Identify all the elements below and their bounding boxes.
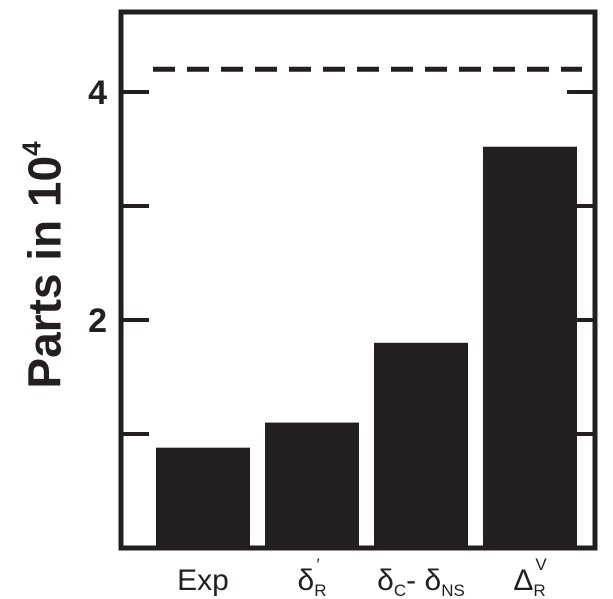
bar-2 bbox=[374, 342, 468, 548]
bar-3 bbox=[483, 146, 577, 548]
x-tick-labels: Exp δR′ δC- δNS ΔRV bbox=[177, 555, 547, 599]
x-tick-label-2: δC- δNS bbox=[377, 564, 465, 599]
y-tick-label-4: 4 bbox=[88, 74, 107, 112]
y-tick-label-2: 2 bbox=[88, 302, 107, 340]
bar-1 bbox=[265, 422, 359, 548]
x-tick-label-1: δR′ bbox=[298, 555, 327, 599]
x-tick-label-0: Exp bbox=[177, 564, 229, 597]
bars-group bbox=[156, 146, 577, 548]
bar-0 bbox=[156, 447, 250, 548]
x-tick-label-3: ΔRV bbox=[513, 555, 547, 599]
